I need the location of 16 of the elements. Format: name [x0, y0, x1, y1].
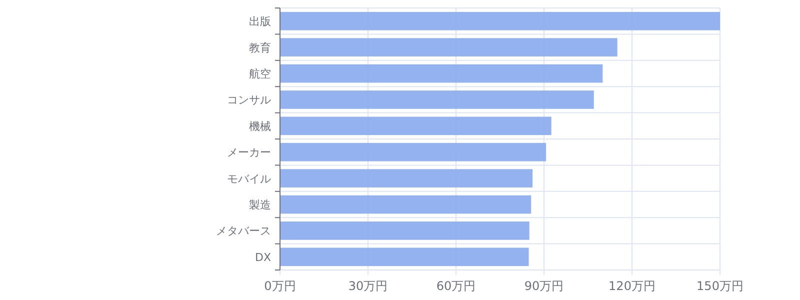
x-tick-label: 90万円: [524, 279, 564, 293]
y-tick-label: 教育: [249, 41, 271, 54]
y-tick-label: 航空: [249, 68, 271, 80]
y-tick-label: コンサル: [227, 94, 271, 107]
x-tick-label: 30万円: [348, 279, 388, 293]
y-tick-label: メーカー: [227, 146, 271, 160]
x-tick-label: 120万円: [608, 279, 656, 293]
y-tick-label: モバイル: [227, 172, 271, 186]
y-tick-label: メタバース: [216, 224, 271, 238]
y-tick-label: 製造: [249, 198, 271, 212]
y-tick-label: 出版: [249, 15, 271, 28]
y-tick-label: 機械: [249, 120, 271, 133]
x-tick-label: 150万円: [696, 279, 744, 293]
y-tick-label: DX: [254, 250, 272, 264]
x-tick-label: 60万円: [436, 279, 476, 293]
x-tick-label: 0万円: [264, 279, 296, 293]
